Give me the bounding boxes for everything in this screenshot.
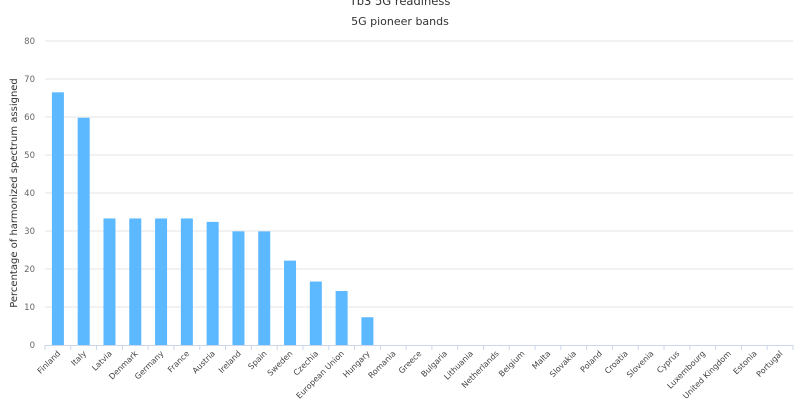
- x-tick-label: Slovakia: [548, 349, 578, 379]
- bar-italy[interactable]: [77, 117, 90, 345]
- y-tick-label: 60: [24, 113, 35, 123]
- x-tick-label: Sweden: [266, 349, 295, 378]
- y-tick-label: 80: [24, 37, 35, 47]
- y-tick-label: 70: [24, 75, 35, 85]
- bars: [51, 92, 374, 345]
- bar-france[interactable]: [180, 218, 193, 345]
- chart-subtitle: 5G pioneer bands: [351, 15, 449, 28]
- x-tick-label: Belgium: [497, 349, 527, 379]
- y-tick-label: 10: [24, 303, 35, 313]
- y-tick-label: 30: [24, 227, 35, 237]
- x-tick-label: France: [166, 349, 191, 374]
- x-tick-label: European Union: [295, 349, 346, 400]
- y-tick-label: 0: [30, 341, 35, 351]
- bar-denmark[interactable]: [129, 218, 142, 345]
- bar-sweden[interactable]: [284, 260, 297, 345]
- bar-austria[interactable]: [206, 221, 219, 345]
- x-tick-label: Poland: [579, 349, 604, 374]
- y-axis-title: Percentage of harmonized spectrum assign…: [9, 78, 20, 308]
- bar-latvia[interactable]: [103, 218, 116, 345]
- x-tick-label: Malta: [530, 349, 552, 371]
- x-tick-label: United Kingdom: [681, 349, 733, 400]
- chart-title: Tb3 5G readiness: [349, 0, 451, 8]
- x-tick-label: Ireland: [217, 349, 243, 375]
- x-tick-label: Slovenia: [625, 349, 656, 380]
- bar-germany[interactable]: [155, 218, 168, 345]
- x-tick-label: Italy: [69, 349, 88, 368]
- y-tick-label: 50: [24, 151, 35, 161]
- y-tick-label: 40: [24, 189, 35, 199]
- gridlines: [45, 40, 793, 308]
- x-tick-label: Latvia: [90, 349, 114, 373]
- x-tick-label: Austria: [191, 349, 217, 375]
- bar-european-union[interactable]: [335, 291, 348, 345]
- bar-spain[interactable]: [258, 231, 271, 345]
- x-tick-label: Romania: [367, 349, 398, 380]
- y-tick-label: 20: [24, 265, 35, 275]
- bar-ireland[interactable]: [232, 231, 245, 345]
- bar-czechia[interactable]: [309, 281, 322, 345]
- bar-finland[interactable]: [51, 92, 64, 345]
- x-tick-label: Finland: [36, 349, 63, 376]
- x-tick-label: Portugal: [755, 349, 785, 379]
- bar-hungary[interactable]: [361, 317, 374, 345]
- x-tick-label: Spain: [246, 349, 268, 371]
